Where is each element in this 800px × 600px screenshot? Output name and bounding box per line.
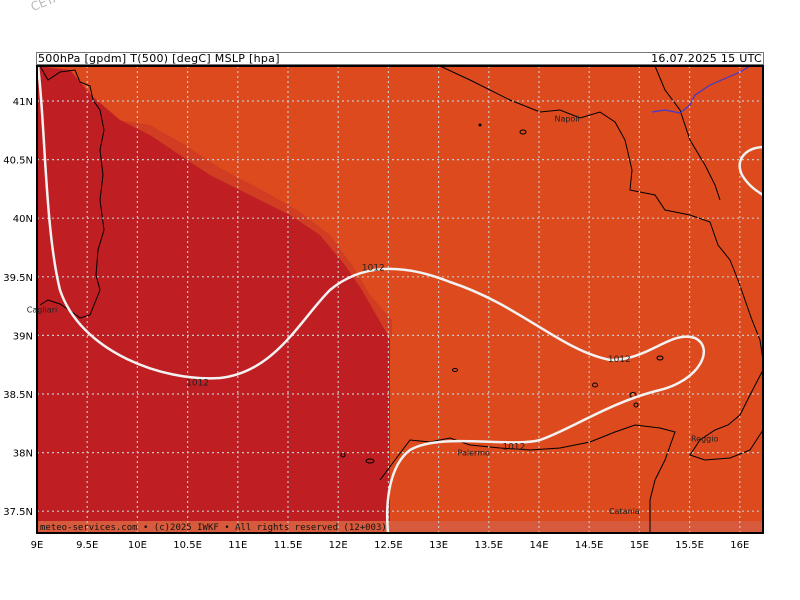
temperature-region-hot	[37, 66, 390, 533]
header-frame	[36, 52, 764, 65]
lat-tick-label: 37.5N	[3, 507, 33, 518]
coastline-sicily	[379, 424, 676, 533]
coastline-italy	[439, 66, 763, 361]
lon-tick-label: 16E	[730, 540, 749, 551]
city-labels: Napoli Cagliari Palermo Reggio Catania	[27, 115, 719, 517]
lon-tick-label: 12.5E	[374, 540, 403, 551]
coastline-sardinia	[39, 66, 105, 319]
lon-tick-label: 15.5E	[675, 540, 704, 551]
isobar-1012	[37, 66, 706, 533]
lon-tick-label: 13E	[429, 540, 448, 551]
city-label: Palermo	[458, 449, 490, 458]
isobar-value-label: 1012	[502, 443, 525, 453]
lon-tick-label: 9.5E	[76, 540, 98, 551]
lon-tick-label: 9E	[31, 540, 44, 551]
lon-tick-label: 10E	[128, 540, 147, 551]
lat-tick-label: 39N	[13, 331, 33, 342]
isobars	[37, 66, 763, 533]
isobar-1012-ne	[738, 145, 763, 197]
axis-ticks: 9E 9.5E 10E 10.5E 11E 11.5E 12E 12.5E 13E 13.5E 14…	[3, 97, 749, 551]
lat-tick-label: 38.5N	[3, 390, 33, 401]
lon-tick-label: 11E	[228, 540, 247, 551]
city-label: Catania	[609, 507, 640, 516]
island	[365, 458, 375, 464]
island	[452, 368, 458, 372]
city-label: Reggio	[691, 435, 719, 444]
lat-tick-label: 41N	[13, 97, 33, 108]
lon-tick-label: 11.5E	[274, 540, 303, 551]
river	[651, 66, 751, 114]
island	[478, 123, 482, 127]
footer-band	[37, 521, 763, 533]
map-border	[36, 65, 764, 534]
lat-tick-label: 39.5N	[3, 273, 33, 284]
city-label: Cagliari	[27, 306, 57, 315]
island	[592, 382, 598, 388]
coordinate-grid	[37, 66, 763, 533]
lon-tick-label: 15E	[630, 540, 649, 551]
lat-tick-label: 38N	[13, 449, 33, 460]
coastline-apulia	[654, 66, 721, 201]
isobar-value-label: 1012	[608, 355, 631, 365]
island	[519, 129, 527, 135]
isobar-value-label: 1012	[186, 378, 209, 388]
lon-tick-label: 12E	[329, 540, 348, 551]
lat-tick-label: 40N	[13, 214, 33, 225]
city-label: Napoli	[554, 115, 579, 124]
lon-tick-label: 14E	[529, 540, 548, 551]
header-fields: 500hPa [gpdm] T(500) [degC] MSLP [hpa]	[38, 52, 280, 65]
isobar-labels: 1012 1012 1012 1012	[186, 263, 631, 452]
header-datetime: 16.07.2025 15 UTC	[651, 52, 762, 65]
lat-tick-label: 40.5N	[3, 156, 33, 167]
isobar-value-label: 1012	[362, 263, 385, 273]
island	[633, 402, 639, 408]
lon-tick-label: 10.5E	[173, 540, 202, 551]
copyright-footer: meteo-services.com • (c)2025 IWKF • All …	[40, 523, 387, 533]
coastline-calabria	[689, 369, 763, 461]
island	[656, 355, 664, 361]
lon-tick-label: 13.5E	[475, 540, 504, 551]
lon-tick-label: 14.5E	[575, 540, 604, 551]
